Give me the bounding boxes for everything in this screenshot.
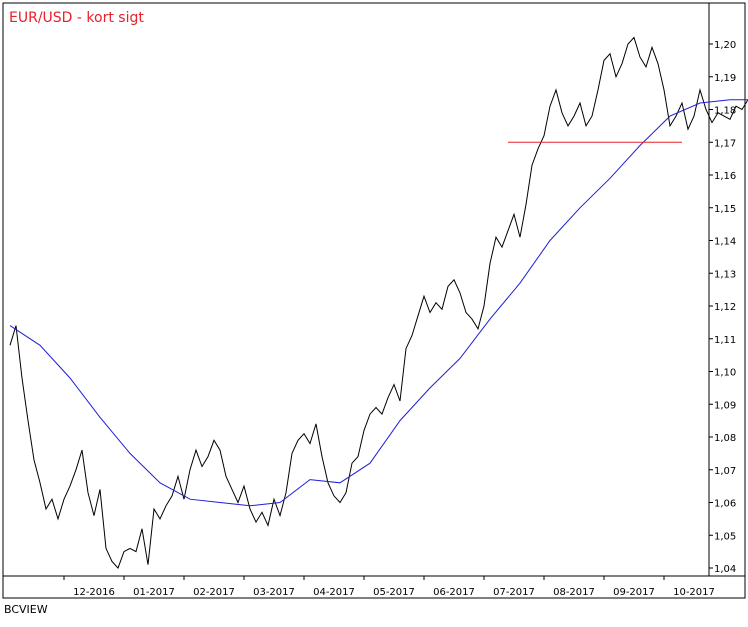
y-tick-label: 1,15 [714,204,736,215]
y-tick-label: 1,13 [714,269,736,280]
y-tick-label: 1,05 [714,531,736,542]
y-tick-label: 1,12 [714,302,736,313]
series-layer [9,36,748,569]
y-tick-label: 1,14 [714,237,736,248]
chart-title: EUR/USD - kort sigt [9,10,144,26]
y-axis: 1,04 1,05 1,06 1,07 1,08 1,09 1,10 1,11 1,12 1,13… [709,40,736,575]
x-tick-label: 12-2016 [73,587,115,598]
x-tick-label: 07-2017 [493,587,535,598]
plot-frame [2,2,710,577]
source-label: BCVIEW [4,603,48,616]
x-tick-label: 02-2017 [193,587,235,598]
y-tick-label: 1,20 [714,40,736,51]
y-axis-frame [708,2,746,577]
x-tick-label: 04-2017 [313,587,355,598]
x-tick-label: 06-2017 [433,587,475,598]
price-series-line [9,36,748,569]
x-axis: 12-2016 01-2017 02-2017 03-2017 04-2017 05-20… [63,576,715,598]
y-tick-label: 1,18 [714,106,736,117]
x-tick-label: 09-2017 [613,587,655,598]
x-axis-frame [2,575,746,599]
x-tick-label: 03-2017 [253,587,295,598]
x-tick-label: 08-2017 [553,587,595,598]
x-tick-label: 01-2017 [133,587,175,598]
moving-average-line [9,99,748,507]
y-tick-label: 1,07 [714,466,736,477]
y-tick-label: 1,08 [714,433,736,444]
y-tick-label: 1,17 [714,138,736,149]
y-tick-label: 1,09 [714,400,736,411]
y-tick-label: 1,06 [714,499,736,510]
y-tick-label: 1,19 [714,73,736,84]
y-tick-label: 1,16 [714,171,736,182]
y-tick-label: 1,04 [714,564,736,575]
y-tick-label: 1,11 [714,335,736,346]
x-tick-label: 05-2017 [373,587,415,598]
x-tick-label: 10-2017 [673,587,715,598]
y-tick-label: 1,10 [714,368,736,379]
